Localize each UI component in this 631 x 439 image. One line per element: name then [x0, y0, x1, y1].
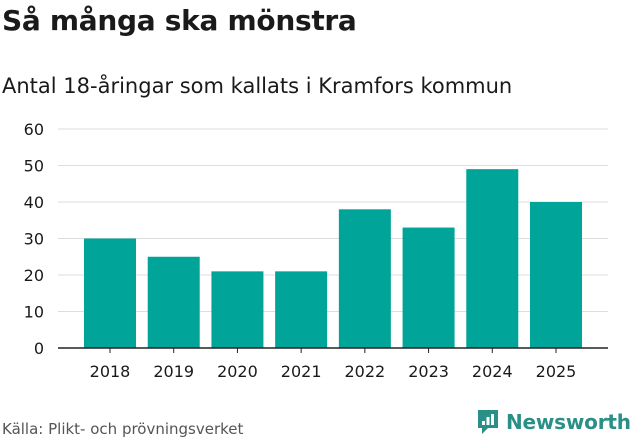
x-axis-ticks: 2018 2019 2020 2021 2022 2023 2024 2025: [90, 362, 577, 381]
y-axis-ticks: 0 10 20 30 40 50 60: [24, 120, 44, 358]
x-tick-label: 2018: [90, 362, 131, 381]
brand-logo[interactable]: Newsworthy: [476, 408, 631, 436]
x-tick-label: 2024: [472, 362, 513, 381]
newsworthy-logo-icon: [478, 410, 498, 434]
bar-2019[interactable]: [147, 256, 200, 348]
bar-2023[interactable]: [402, 227, 455, 348]
x-tick-label: 2025: [536, 362, 577, 381]
x-tick-label: 2019: [153, 362, 194, 381]
y-tick-label: 10: [24, 303, 44, 322]
bar-2018[interactable]: [84, 238, 136, 349]
bar-2021[interactable]: [275, 271, 328, 348]
x-tick-label: 2021: [281, 362, 322, 381]
y-tick-label: 0: [34, 339, 44, 358]
x-axis: [58, 347, 608, 353]
x-tick-label: 2023: [408, 362, 449, 381]
bars: [84, 169, 582, 348]
y-tick-label: 60: [24, 120, 44, 139]
x-tick-label: 2020: [217, 362, 258, 381]
bar-2025[interactable]: [530, 202, 582, 348]
brand-name: Newsworthy: [506, 410, 631, 434]
gridlines: [58, 128, 608, 312]
bar-2024[interactable]: [466, 169, 519, 348]
y-tick-label: 50: [24, 157, 44, 176]
x-tick-label: 2022: [344, 362, 385, 381]
y-tick-label: 30: [24, 230, 44, 249]
y-tick-label: 40: [24, 193, 44, 212]
bar-2022[interactable]: [338, 209, 391, 348]
y-tick-label: 20: [24, 266, 44, 285]
chart-title: Så många ska mönstra: [2, 4, 357, 37]
bar-2020[interactable]: [211, 271, 264, 348]
chart-subtitle: Antal 18-åringar som kallats i Kramfors …: [2, 74, 513, 98]
source-note: Källa: Plikt- och prövningsverket: [2, 420, 244, 438]
